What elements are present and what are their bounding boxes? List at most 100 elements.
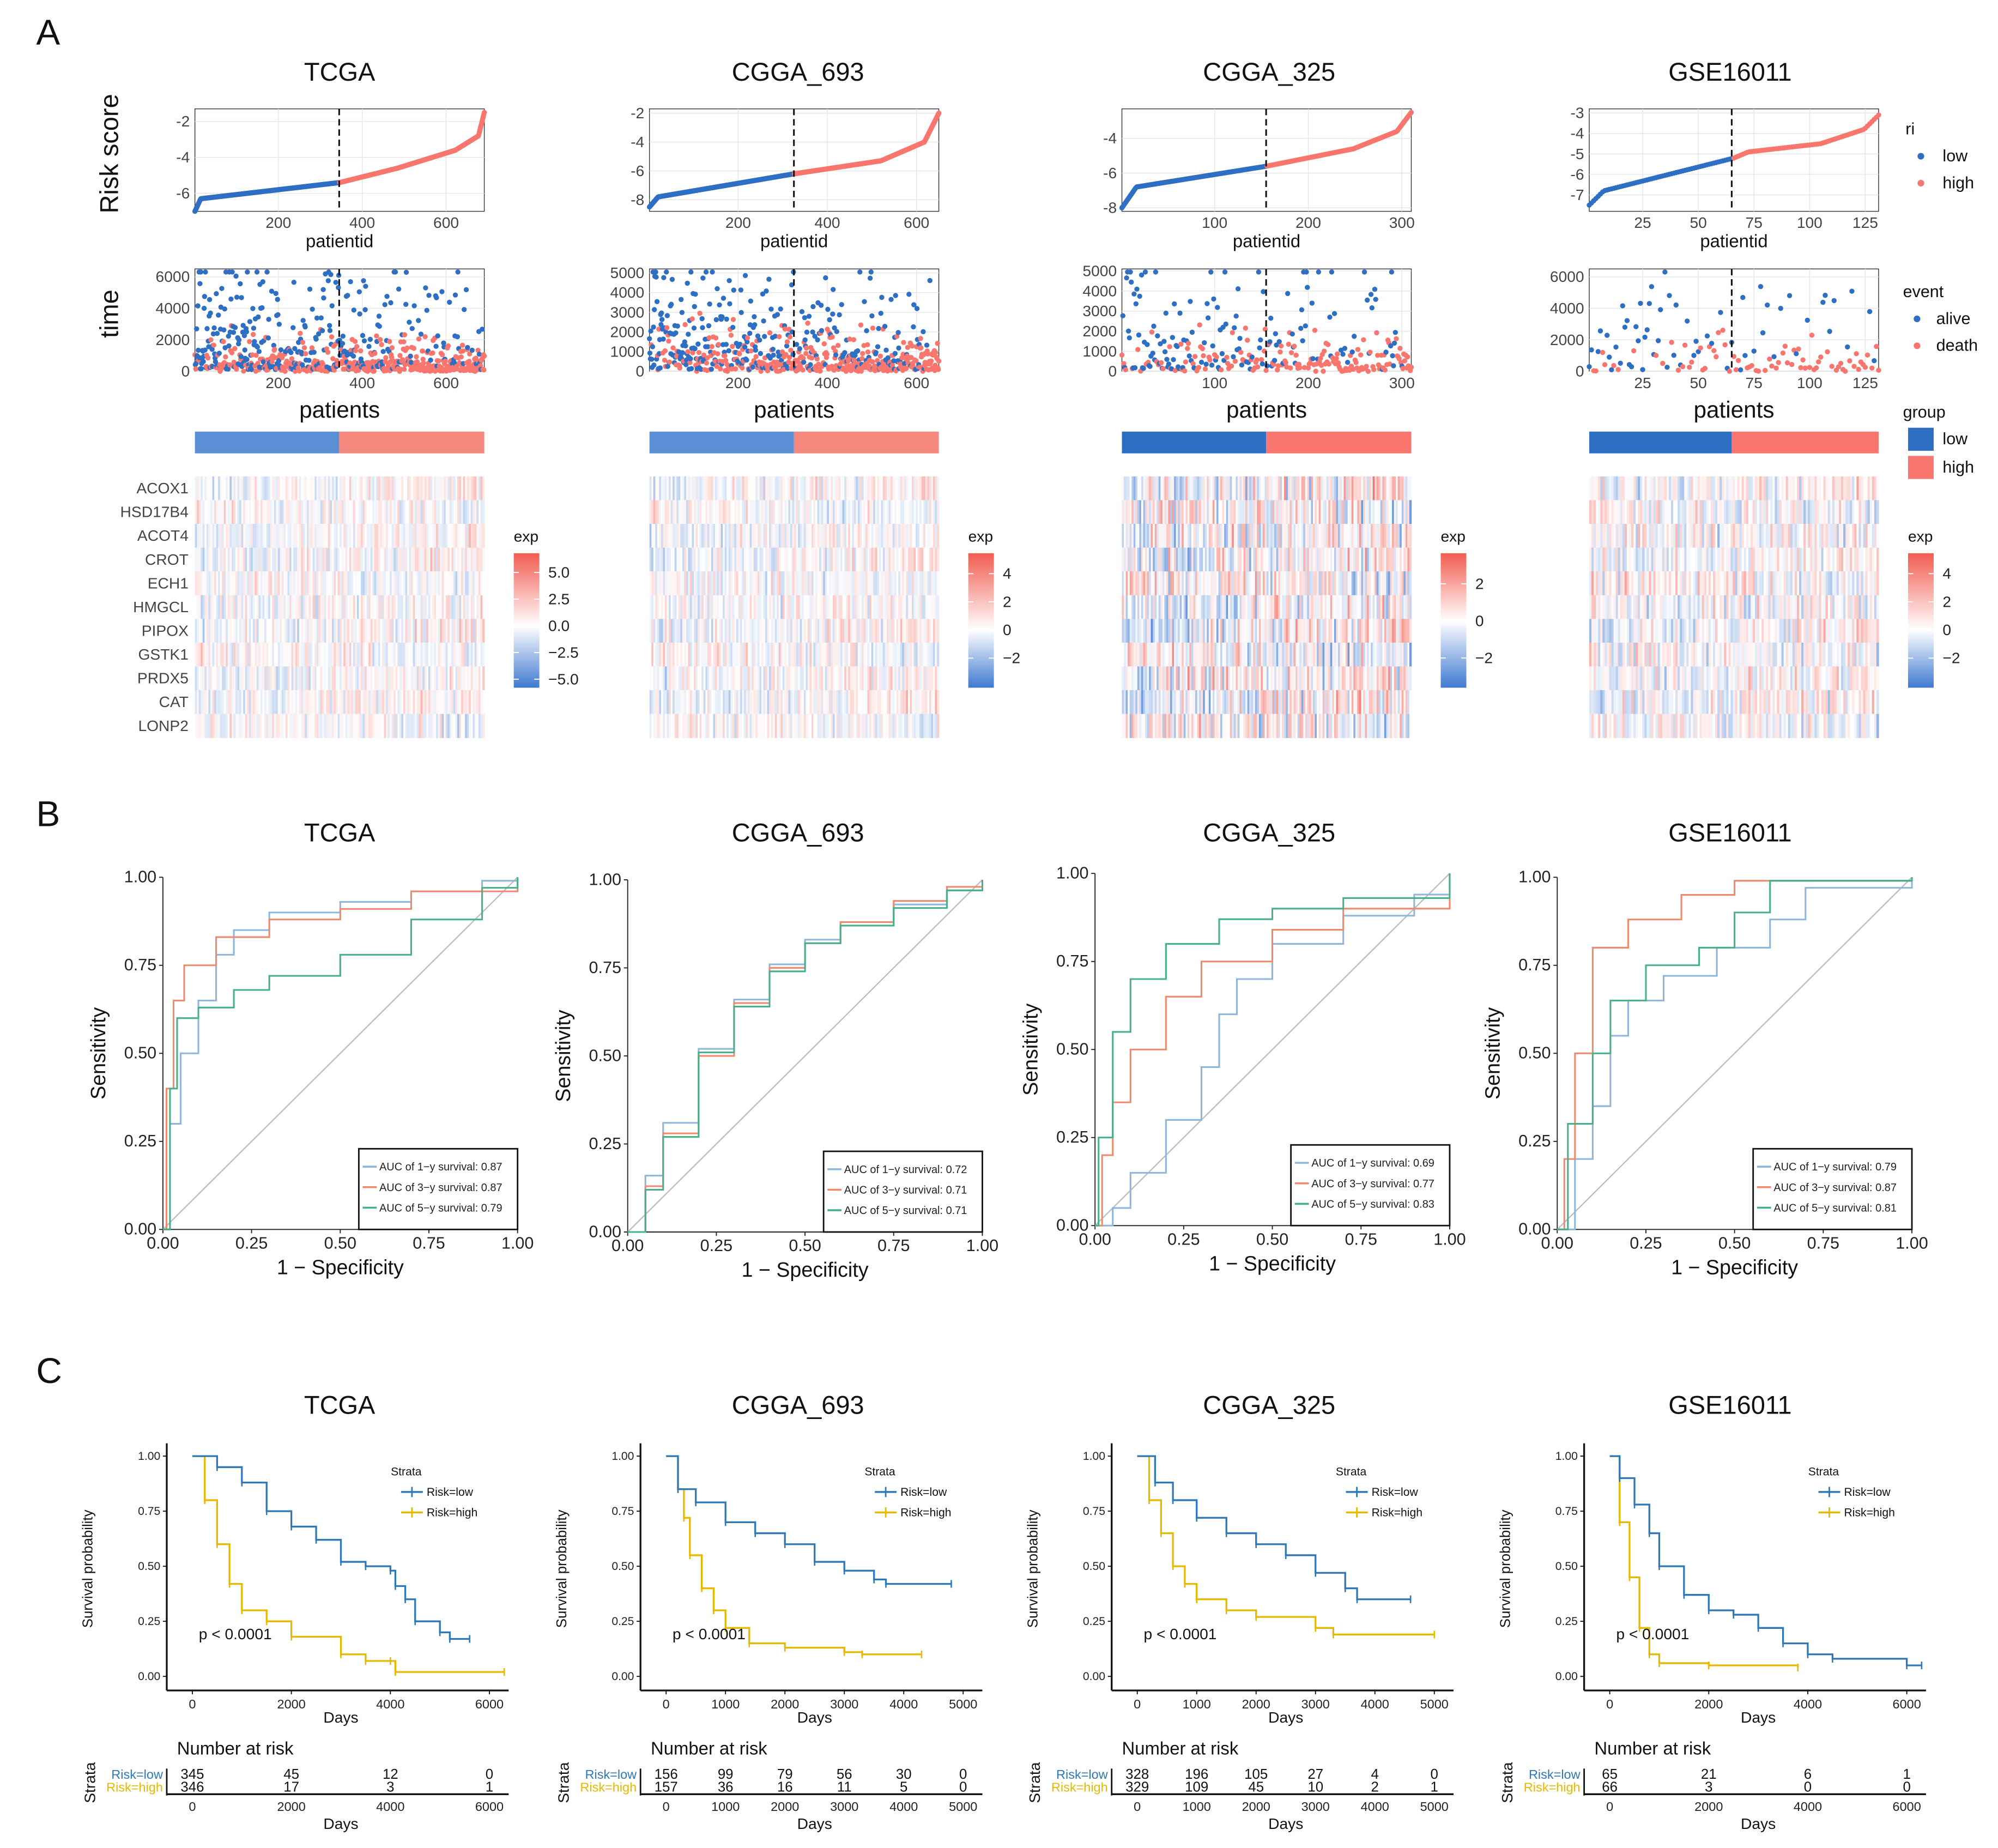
time-point [738, 310, 744, 316]
time-point [707, 301, 712, 307]
heatmap-cell [482, 642, 485, 667]
time-point [350, 353, 356, 359]
time-point [371, 369, 377, 374]
time-point [401, 339, 407, 345]
time-point [201, 359, 206, 365]
x-tick-label: 0 [189, 1697, 196, 1711]
time-point [732, 366, 738, 372]
time-point [445, 343, 451, 349]
time-point [214, 291, 219, 297]
y-tick-label: -8 [631, 191, 644, 208]
time-point [434, 295, 439, 300]
time-point [677, 365, 682, 371]
time-point [229, 269, 235, 275]
time-point [651, 307, 657, 312]
panel-letter-c: C [36, 1350, 62, 1391]
time-point [661, 275, 667, 281]
km-legend-title: Strata [391, 1465, 422, 1478]
time-point [808, 362, 813, 367]
time-point [357, 311, 362, 317]
time-point [649, 357, 655, 362]
time-point [709, 366, 715, 372]
time-point [424, 307, 429, 313]
cohort-title: CGGA_693 [732, 818, 864, 847]
time-point [814, 356, 820, 362]
time-point [197, 281, 203, 286]
y-tick-label: 6000 [156, 268, 190, 285]
time-point [302, 324, 308, 330]
time-point [837, 312, 842, 318]
heatmap-cell [482, 690, 485, 715]
y-tick-label: -6 [631, 162, 644, 179]
time-point [223, 354, 228, 360]
time-point [688, 356, 693, 361]
time-point [229, 350, 235, 355]
time-point [367, 336, 373, 342]
time-point [266, 317, 271, 322]
time-point [662, 348, 668, 354]
time-point [911, 324, 916, 330]
colorbar-tick-label: 2.5 [548, 590, 570, 607]
time-point [831, 287, 836, 292]
heatmap-cell [482, 619, 485, 643]
time-point [358, 348, 364, 354]
y-tick-label: 4000 [610, 283, 645, 301]
x-tick-label: 400 [815, 374, 840, 391]
time-point [296, 369, 302, 374]
time-point [750, 364, 756, 370]
time-point [340, 333, 346, 339]
time-point [411, 303, 417, 309]
time-point [730, 324, 736, 330]
time-point [824, 351, 830, 357]
time-point [770, 346, 776, 352]
time-point [747, 330, 753, 336]
time-point [309, 345, 315, 351]
time-point [402, 332, 408, 337]
risk-table-high-label: Risk=high [106, 1780, 163, 1795]
time-point [362, 307, 368, 312]
time-point [675, 323, 680, 329]
time-point [211, 342, 216, 348]
time-point [723, 342, 729, 347]
time-point [232, 325, 238, 330]
time-point [688, 366, 694, 371]
time-point [869, 313, 875, 319]
x-tick-label: 200 [265, 214, 291, 231]
time-point [893, 293, 898, 298]
risk-count-high: 346 [180, 1780, 204, 1795]
time-point [325, 349, 331, 355]
risk-count-high: 17 [283, 1780, 299, 1795]
time-point [680, 350, 685, 355]
time-point [895, 330, 901, 335]
heatmap-cell [482, 500, 485, 524]
cohort-title: TCGA [304, 818, 376, 847]
time-point [363, 283, 368, 289]
time-point [809, 355, 815, 361]
time-point [226, 343, 232, 349]
time-point [204, 326, 210, 331]
km-legend-label: Risk=high [427, 1507, 477, 1519]
time-point [409, 325, 415, 331]
time-point [329, 334, 335, 340]
x-tick-label: 4000 [376, 1799, 404, 1814]
time-point [717, 302, 722, 308]
time-point [379, 342, 384, 347]
time-point [214, 330, 220, 336]
y-tick-label: 0 [181, 363, 190, 380]
time-point [810, 304, 816, 310]
time-point [401, 366, 407, 372]
time-point [264, 269, 270, 275]
x-tick-label: 600 [433, 374, 459, 391]
time-point [455, 269, 461, 275]
time-point [205, 355, 211, 361]
km-curve-low [192, 1455, 470, 1640]
time-point [738, 287, 744, 293]
y-tick-label: 2000 [610, 323, 645, 340]
time-point [726, 348, 731, 354]
roc-legend-label: AUC of 3−y survival: 0.87 [379, 1182, 502, 1194]
time-point [481, 367, 487, 373]
time-point [439, 289, 445, 294]
time-point [818, 369, 823, 374]
gene-label: ACOT4 [137, 527, 189, 544]
